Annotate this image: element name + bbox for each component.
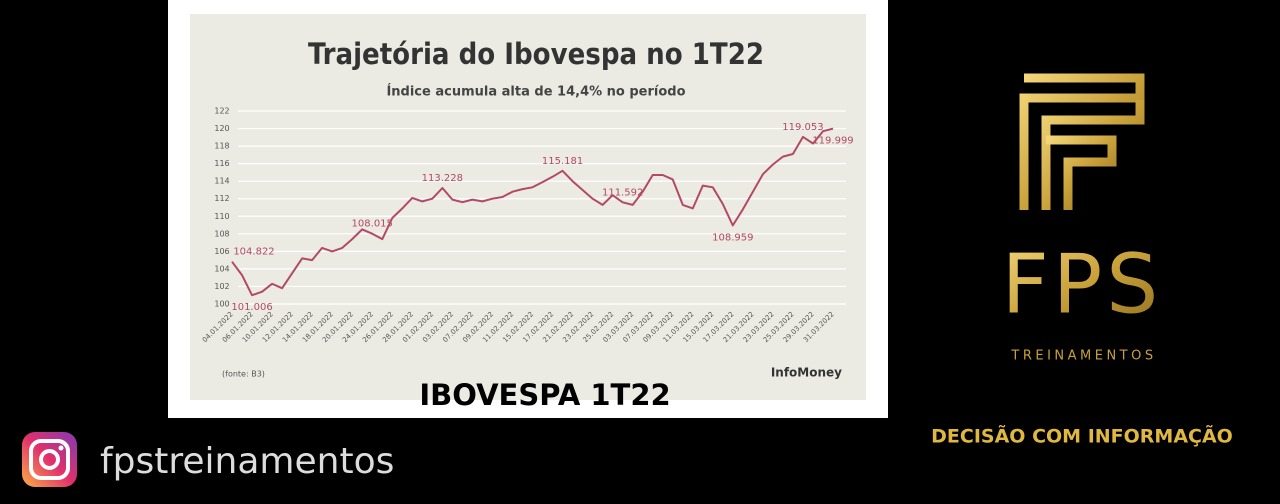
data-label: 113.228 xyxy=(422,173,463,184)
y-tick-label: 118 xyxy=(214,142,229,151)
line xyxy=(231,127,834,297)
instagram-handle: fpstreinamentos xyxy=(100,441,394,482)
data-label: 101.006 xyxy=(231,302,272,313)
brand: InfoMoney xyxy=(771,366,842,380)
instagram-icon xyxy=(22,432,77,487)
y-tick-label: 106 xyxy=(214,247,229,256)
logo-text: FPS xyxy=(1002,237,1163,332)
y-tick-label: 104 xyxy=(214,264,229,273)
data-label: 111.592 xyxy=(602,187,643,198)
data-label: 115.181 xyxy=(542,156,583,167)
chart-panel xyxy=(190,14,866,400)
logo-mark xyxy=(1019,73,1145,210)
caption: IBOVESPA 1T22 xyxy=(419,378,670,412)
y-tick-label: 114 xyxy=(214,177,229,186)
y-tick-label: 116 xyxy=(214,159,229,168)
data-label: 119.999 xyxy=(812,136,853,147)
data-label: 108.959 xyxy=(712,232,753,243)
data-label: 108.015 xyxy=(352,219,393,230)
y-tick-label: 110 xyxy=(214,212,229,221)
slogan: DECISÃO COM INFORMAÇÃO xyxy=(931,424,1233,448)
y-tick-label: 122 xyxy=(214,107,229,116)
logo-sub: TREINAMENTOS xyxy=(1010,349,1156,364)
chart-title: Trajetória do Ibovespa no 1T22 xyxy=(308,37,764,71)
data-label: 119.053 xyxy=(782,122,823,133)
y-tick-label: 112 xyxy=(214,194,229,203)
y-tick-label: 108 xyxy=(214,229,229,238)
y-tick-label: 120 xyxy=(214,124,229,133)
y-tick-label: 102 xyxy=(214,282,229,291)
y-tick-label: 100 xyxy=(214,300,229,309)
data-label: 104.822 xyxy=(233,247,274,258)
source: (fonte: B3) xyxy=(222,370,265,379)
chart-subtitle: Índice acumula alta de 14,4% no período xyxy=(386,84,685,100)
